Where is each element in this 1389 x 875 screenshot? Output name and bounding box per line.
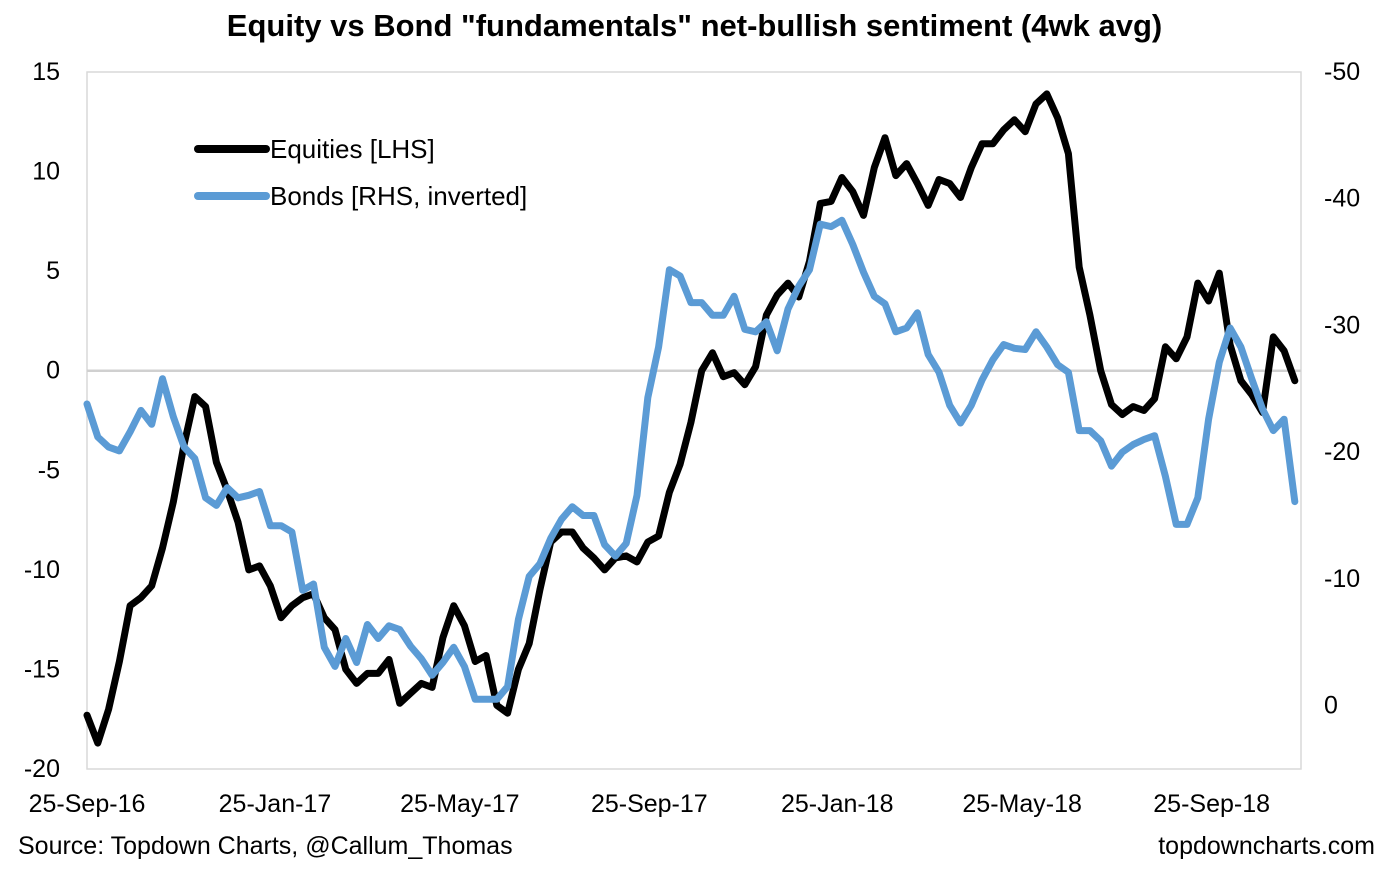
y-right-tick-label: -30 [1324,311,1360,339]
y-left-tick-label: 0 [46,357,60,385]
y-left-tick-label: 15 [32,58,60,86]
y-left-tick-label: 10 [32,158,60,186]
y-left-tick-label: -5 [38,456,60,484]
bonds-series-line [83,216,1299,703]
legend: Equities [LHS] Bonds [RHS, inverted] [194,134,527,211]
y-left-tick-label: -20 [24,755,60,783]
y-right-tick-label: -50 [1324,58,1360,86]
site-credit: topdowncharts.com [1158,832,1375,860]
y-left-tick-label: -15 [24,655,60,683]
y-right-tick-label: -20 [1324,438,1360,466]
x-tick-label: 25-Sep-18 [1153,790,1270,818]
chart-title: Equity vs Bond "fundamentals" net-bullis… [226,8,1163,43]
x-tick-label: 25-Sep-16 [29,790,146,818]
y-right-tick-label: 0 [1324,692,1338,720]
legend-label: Equities [LHS] [270,134,435,164]
equities-series-line [83,90,1299,747]
x-tick-label: 25-Sep-17 [591,790,708,818]
legend-label: Bonds [RHS, inverted] [270,181,527,211]
x-tick-label: 25-Jan-18 [781,790,894,818]
source-note: Source: Topdown Charts, @Callum_Thomas [18,832,513,860]
y-left-tick-label: 5 [46,257,60,285]
x-tick-label: 25-May-17 [400,790,520,818]
y-right-tick-label: -40 [1324,185,1360,213]
y-left-tick-label: -10 [24,556,60,584]
x-tick-label: 25-Jan-17 [219,790,332,818]
y-right-tick-label: -10 [1324,565,1360,593]
x-tick-label: 25-May-18 [962,790,1082,818]
